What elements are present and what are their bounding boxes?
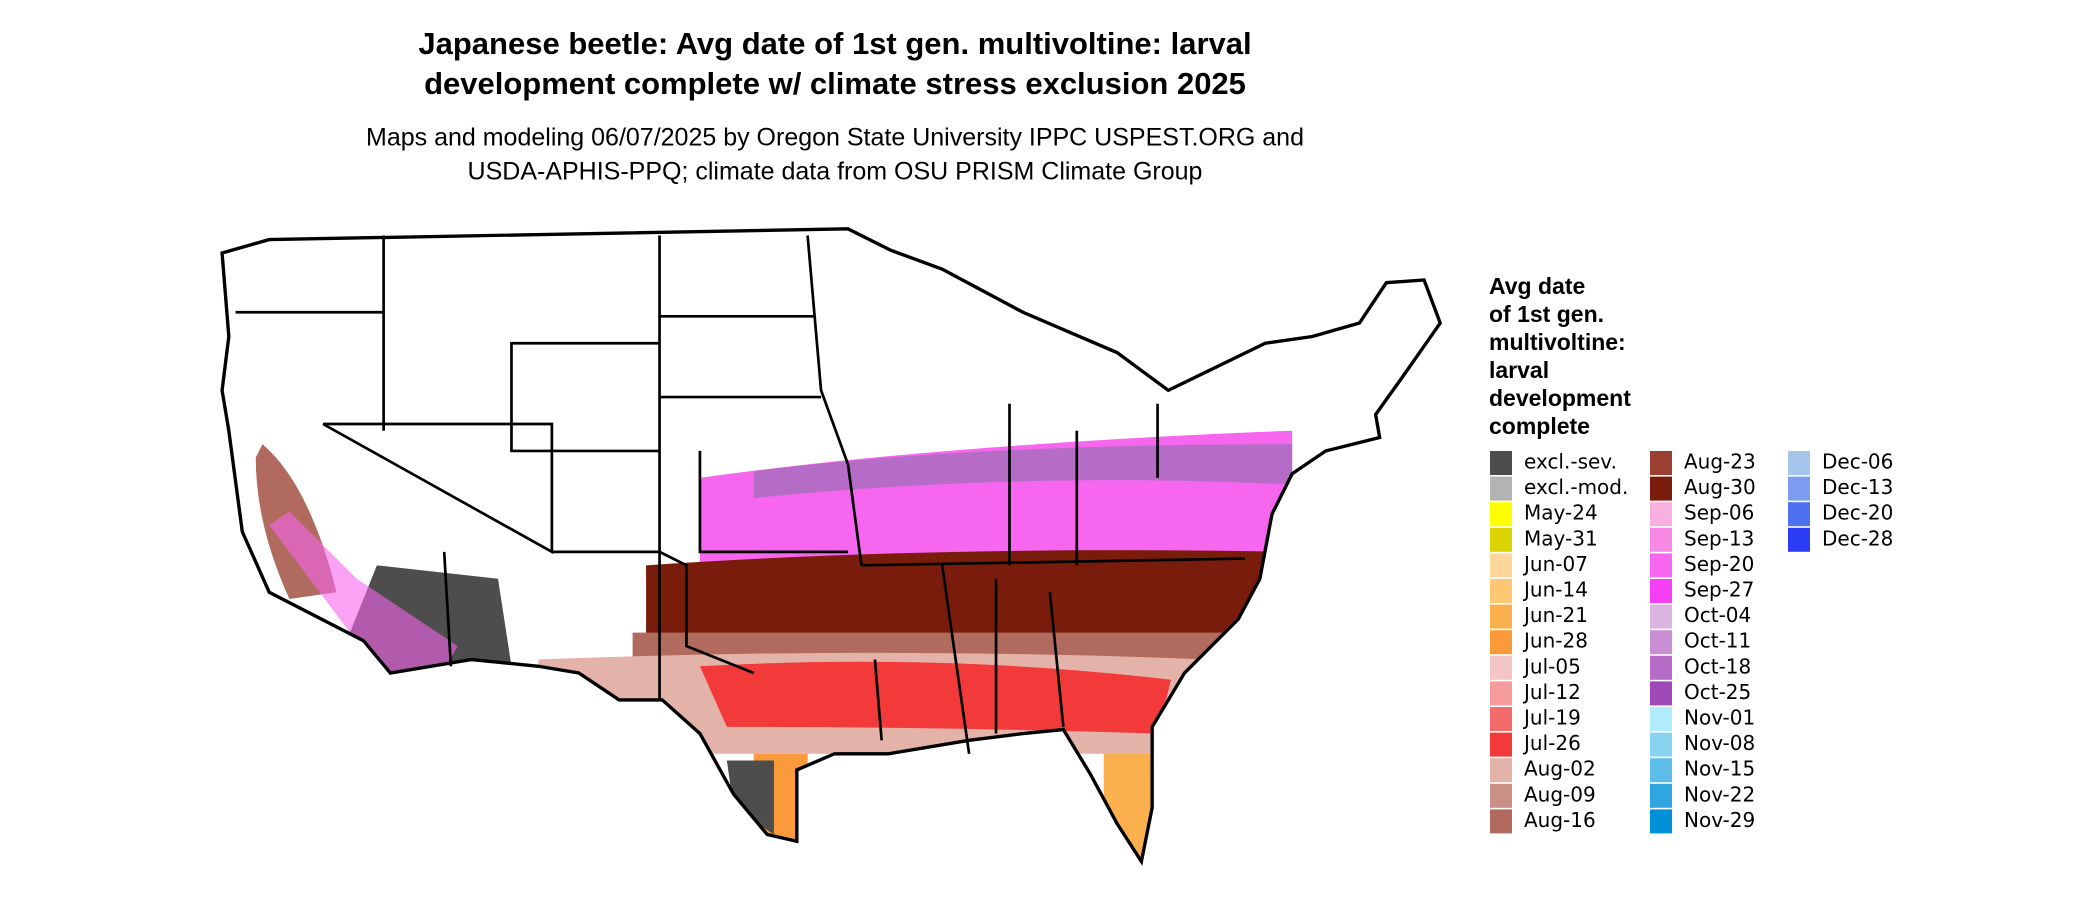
legend-swatch <box>1650 707 1672 731</box>
legend-swatch <box>1650 502 1672 527</box>
legend-label: Sep-20 <box>1684 552 1754 576</box>
legend-label: Sep-27 <box>1684 578 1754 602</box>
legend-swatch <box>1490 783 1512 808</box>
legend-title: development <box>1489 385 1631 411</box>
legend-title: complete <box>1489 413 1590 439</box>
legend-swatch <box>1650 630 1672 655</box>
subtitle: USDA-APHIS-PPQ; climate data from OSU PR… <box>468 158 1203 186</box>
legend-swatch <box>1490 604 1512 629</box>
legend-swatch <box>1788 476 1810 501</box>
legend-label: Dec-13 <box>1822 475 1893 499</box>
legend-swatch <box>1650 809 1672 834</box>
legend-swatch <box>1650 783 1672 808</box>
legend-swatch <box>1788 527 1810 552</box>
legend-label: Aug-16 <box>1524 808 1596 832</box>
state-lines <box>235 235 1246 754</box>
legend-label: Nov-22 <box>1684 782 1755 806</box>
title: Japanese beetle: Avg date of 1st gen. mu… <box>418 26 1251 61</box>
title: development complete w/ climate stress e… <box>424 66 1246 101</box>
legend-label: Jun-07 <box>1522 552 1588 576</box>
legend-swatch <box>1650 579 1672 603</box>
legend-label: May-31 <box>1524 526 1598 550</box>
legend-swatch <box>1490 809 1512 834</box>
legend-swatch <box>1650 655 1672 680</box>
legend-label: Oct-04 <box>1684 603 1751 627</box>
legend-label: May-24 <box>1524 501 1598 525</box>
legend-label: Jun-21 <box>1522 603 1588 627</box>
legend-swatch <box>1650 681 1672 706</box>
legend-label: Aug-02 <box>1524 757 1596 781</box>
legend-swatch <box>1490 579 1512 603</box>
legend-swatch <box>1650 758 1672 783</box>
subtitle: Maps and modeling 06/07/2025 by Oregon S… <box>366 124 1304 152</box>
legend-swatch <box>1650 476 1672 501</box>
legend-label: Nov-01 <box>1684 706 1755 730</box>
legend-label: Sep-06 <box>1684 501 1754 525</box>
legend-swatch <box>1490 681 1512 706</box>
legend-label: excl.-mod. <box>1524 475 1628 499</box>
legend-swatch <box>1490 527 1512 552</box>
legend-title: of 1st gen. <box>1489 301 1604 327</box>
legend-swatch <box>1490 476 1512 501</box>
legend-label: excl.-sev. <box>1524 450 1617 474</box>
legend-swatch <box>1650 527 1672 552</box>
legend-label: Jul-19 <box>1522 706 1581 730</box>
legend-label: Aug-30 <box>1684 475 1756 499</box>
legend-swatch <box>1788 451 1810 475</box>
legend-swatch <box>1490 630 1512 655</box>
legend-label: Jun-28 <box>1522 629 1588 653</box>
legend-swatch <box>1490 732 1512 757</box>
legend-label: Nov-29 <box>1684 808 1755 832</box>
legend-label: Dec-20 <box>1822 501 1893 525</box>
legend-label: Oct-25 <box>1684 680 1751 704</box>
legend-title: multivoltine: <box>1489 329 1626 355</box>
legend-swatch <box>1490 553 1512 578</box>
legend-swatch <box>1650 732 1672 757</box>
legend-swatch <box>1490 758 1512 783</box>
legend-swatch <box>1650 604 1672 629</box>
legend-label: Dec-28 <box>1822 526 1893 550</box>
legend-label: Dec-06 <box>1822 450 1893 474</box>
legend-swatch <box>1650 553 1672 578</box>
legend-label: Jun-14 <box>1522 578 1588 602</box>
legend-label: Aug-09 <box>1524 782 1596 806</box>
legend-label: Jul-26 <box>1522 731 1581 755</box>
legend-swatch <box>1788 502 1810 527</box>
legend-title: Avg date <box>1489 273 1585 299</box>
map <box>220 227 1442 864</box>
legend-label: Nov-08 <box>1684 731 1755 755</box>
legend-swatch <box>1490 655 1512 680</box>
legend-label: Jul-12 <box>1522 680 1581 704</box>
legend-label: Oct-18 <box>1684 654 1751 678</box>
legend-label: Jul-05 <box>1522 654 1581 678</box>
legend-label: Nov-15 <box>1684 757 1755 781</box>
legend-swatch <box>1490 502 1512 527</box>
legend-label: Aug-23 <box>1684 450 1756 474</box>
legend-title: larval <box>1489 357 1549 383</box>
legend-label: Oct-11 <box>1684 629 1751 653</box>
legend-label: Sep-13 <box>1684 526 1754 550</box>
legend-swatch <box>1490 451 1512 475</box>
legend-swatch <box>1490 707 1512 731</box>
legend-swatch <box>1650 451 1672 475</box>
